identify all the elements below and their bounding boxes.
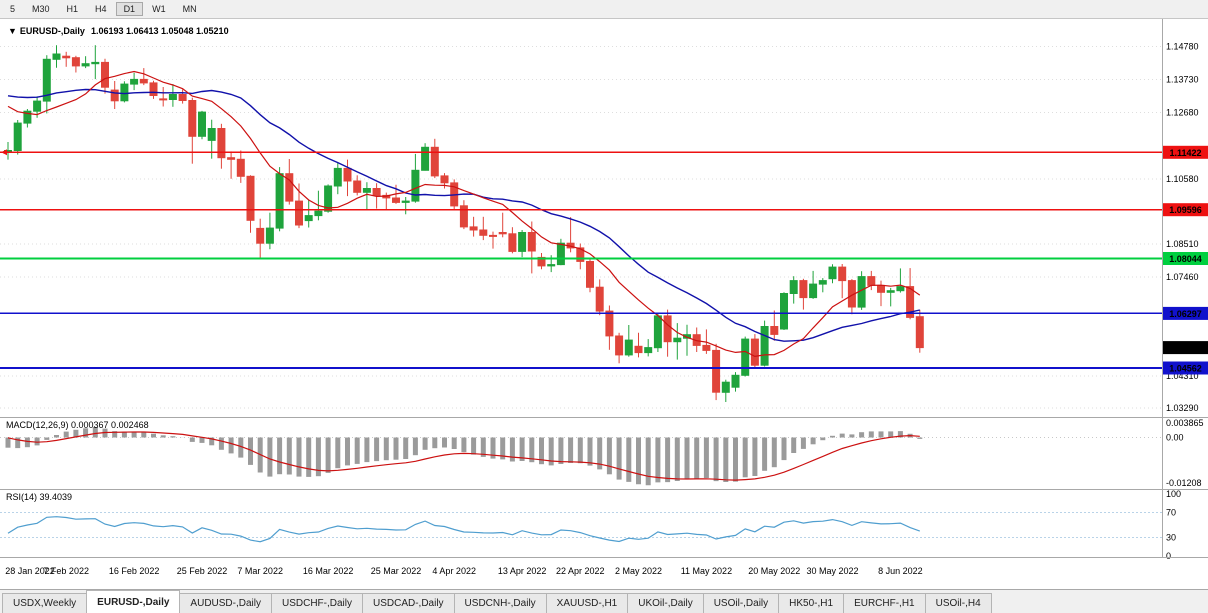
chart-symbol-label: EURUSD-,Daily xyxy=(19,26,85,36)
svg-text:22 Apr 2022: 22 Apr 2022 xyxy=(556,566,605,576)
svg-text:1.03290: 1.03290 xyxy=(1166,403,1199,413)
svg-text:1.06297: 1.06297 xyxy=(1169,309,1202,319)
rsi-panel: 100 70 30 0 xyxy=(0,489,1181,561)
timeframe-toolbar: 5 M30 H1 H4 D1 W1 MN xyxy=(0,0,1208,19)
svg-text:30: 30 xyxy=(1166,532,1176,542)
svg-text:28 Jan 2022: 28 Jan 2022 xyxy=(5,566,55,576)
chart-tab-ukoil-daily[interactable]: UKOil-,Daily xyxy=(627,593,704,613)
svg-text:7 Feb 2022: 7 Feb 2022 xyxy=(43,566,89,576)
price-tags: 1.11422 1.09596 1.08044 1.06297 1.04562 1.052… xyxy=(1163,145,1208,375)
svg-text:7 Mar 2022: 7 Mar 2022 xyxy=(237,566,283,576)
chart-tab-eurchf-h1[interactable]: EURCHF-,H1 xyxy=(843,593,926,613)
chart-canvas[interactable]: 1.14780 1.13730 1.12680 1.10580 1.08510 1.074… xyxy=(0,19,1208,589)
svg-text:1.09596: 1.09596 xyxy=(1169,205,1202,215)
chart-tab-hk50-h1[interactable]: HK50-,H1 xyxy=(778,593,845,613)
ma-lines xyxy=(7,70,921,358)
svg-text:1.14780: 1.14780 xyxy=(1166,42,1199,52)
svg-text:11 May 2022: 11 May 2022 xyxy=(681,566,732,576)
horizontal-lines xyxy=(0,149,1163,369)
svg-text:30 May 2022: 30 May 2022 xyxy=(806,566,858,576)
chart-ohlc-values: 1.06193 1.06413 1.05048 1.05210 xyxy=(90,26,229,36)
chart-tab-usdchf-daily[interactable]: USDCHF-,Daily xyxy=(270,593,363,613)
period-button-MN[interactable]: MN xyxy=(182,4,197,14)
chart-tab-eurusd-daily[interactable]: EURUSD-,Daily xyxy=(86,590,181,613)
chart-tab-usoil-h4[interactable]: USOil-,H4 xyxy=(924,593,992,613)
svg-text:1.08510: 1.08510 xyxy=(1166,239,1199,249)
svg-text:0.00: 0.00 xyxy=(1166,433,1184,443)
rsi-indicator-label: RSI(14) 39.4039 xyxy=(6,492,73,502)
period-button-W1[interactable]: W1 xyxy=(152,4,166,14)
chart-tab-xauusd-h1[interactable]: XAUUSD-,H1 xyxy=(545,593,629,613)
symbol-dropdown-icon[interactable]: ▼ xyxy=(8,26,17,36)
svg-text:16 Mar 2022: 16 Mar 2022 xyxy=(303,566,354,576)
svg-text:1.05210: 1.05210 xyxy=(1169,343,1202,353)
svg-text:1.10580: 1.10580 xyxy=(1166,174,1199,184)
chart-tab-usdx-weekly[interactable]: USDX,Weekly xyxy=(2,593,88,613)
svg-text:1.11422: 1.11422 xyxy=(1169,148,1201,158)
panel-borders xyxy=(0,19,1208,558)
period-button-M30[interactable]: M30 xyxy=(32,4,50,14)
main-gridlines xyxy=(0,46,1163,409)
chart-tab-usoil-daily[interactable]: USOil-,Daily xyxy=(702,593,780,613)
svg-text:25 Feb 2022: 25 Feb 2022 xyxy=(177,566,228,576)
svg-text:1.12680: 1.12680 xyxy=(1166,108,1199,118)
svg-text:20 May 2022: 20 May 2022 xyxy=(748,566,800,576)
chart-background xyxy=(0,19,1208,589)
chart-tab-usdcnh-daily[interactable]: USDCNH-,Daily xyxy=(453,593,547,613)
svg-text:2 May 2022: 2 May 2022 xyxy=(615,566,662,576)
macd-indicator-label: MACD(12,26,9) 0.000367 0.002468 xyxy=(6,420,149,430)
svg-text:1.04310: 1.04310 xyxy=(1166,371,1199,381)
chart-tabs-bar: USDX,Weekly EURUSD-,Daily AUDUSD-,Daily USD… xyxy=(0,589,1208,613)
svg-text:0: 0 xyxy=(1166,551,1171,561)
svg-text:13 Apr 2022: 13 Apr 2022 xyxy=(498,566,547,576)
svg-text:0.003865: 0.003865 xyxy=(1166,418,1204,428)
svg-text:4 Apr 2022: 4 Apr 2022 xyxy=(432,566,476,576)
svg-text:8 Jun 2022: 8 Jun 2022 xyxy=(878,566,923,576)
chart-tab-audusd-daily[interactable]: AUDUSD-,Daily xyxy=(179,593,272,613)
svg-text:25 Mar 2022: 25 Mar 2022 xyxy=(371,566,422,576)
svg-text:-0.01208: -0.01208 xyxy=(1166,478,1202,488)
svg-text:1.13730: 1.13730 xyxy=(1166,75,1199,85)
period-button-D1[interactable]: D1 xyxy=(115,2,144,16)
chart-tab-usdcad-daily[interactable]: USDCAD-,Daily xyxy=(361,593,455,613)
svg-text:70: 70 xyxy=(1166,508,1176,518)
period-button-5[interactable]: 5 xyxy=(10,4,16,14)
period-button-H4[interactable]: H4 xyxy=(95,4,107,14)
svg-text:100: 100 xyxy=(1166,489,1181,499)
svg-text:16 Feb 2022: 16 Feb 2022 xyxy=(109,566,160,576)
svg-text:1.07460: 1.07460 xyxy=(1166,272,1199,282)
macd-panel: 0.003865 0.00 -0.01208 xyxy=(0,418,1204,488)
chart-ohlc-header: ▼ EURUSD-,Daily 1.06193 1.06413 1.05048 1.… xyxy=(8,26,229,36)
period-button-H1[interactable]: H1 xyxy=(66,4,79,14)
svg-text:1.08044: 1.08044 xyxy=(1169,254,1202,264)
svg-text:1.04562: 1.04562 xyxy=(1169,364,1202,374)
price-axis: 1.14780 1.13730 1.12680 1.10580 1.08510 1.074… xyxy=(1166,42,1199,413)
